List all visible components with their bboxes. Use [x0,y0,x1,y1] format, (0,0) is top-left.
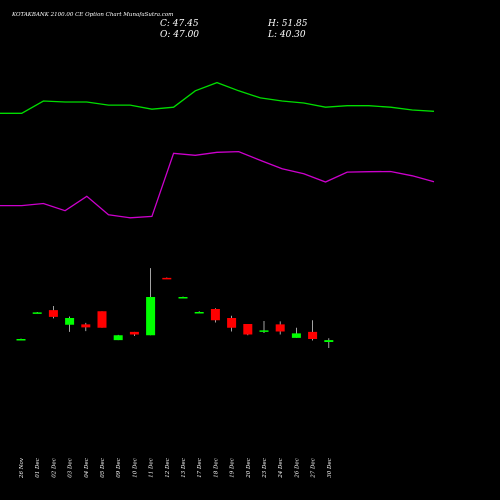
x-tick-label: 30 Dec [327,458,333,478]
candle-body [33,312,42,314]
candle-body [130,332,139,335]
candle-body [162,278,171,280]
candle-body [276,324,285,331]
x-tick-label: 20 Dec [246,458,252,479]
candle [98,311,107,328]
x-tick-label: 27 Dec [311,458,317,479]
x-tick-label: 02 Dec [51,458,57,478]
low-value: L: 40.30 [267,30,306,40]
chart-title: KOTAKBANK 2100.00 CE Option Chart Munafa… [11,12,173,18]
candle-body [260,330,269,332]
candle-body [243,324,252,335]
x-tick-label: 10 Dec [132,458,138,478]
x-tick-label: 17 Dec [197,458,203,478]
candle-body [17,339,26,341]
x-tick-label: 03 Dec [68,458,74,478]
candle [114,335,123,340]
high-value: H: 51.85 [267,19,308,29]
candle-body [98,311,107,328]
x-tick-label: 12 Dec [165,458,171,478]
candle [243,324,252,335]
candle-body [81,324,90,327]
x-tick-label: 19 Dec [230,458,236,478]
candle-body [49,310,58,317]
x-tick-label: 26 Nov [19,457,25,479]
candle-body [308,332,317,339]
x-tick-label: 24 Dec [278,458,284,479]
candle-body [195,312,204,314]
candle-body [324,340,333,342]
x-tick-label: 09 Dec [116,458,122,478]
candle-body [146,297,155,335]
x-tick-label: 11 Dec [149,458,155,478]
x-tick-label: 05 Dec [100,458,106,478]
x-tick-label: 13 Dec [181,458,187,478]
candle-body [211,309,220,320]
candle-body [65,318,74,325]
x-tick-label: 23 Dec [262,458,268,479]
candle-body [292,333,301,338]
x-tick-label: 01 Dec [35,458,41,478]
x-tick-label: 04 Dec [84,458,90,478]
x-tick-label: 18 Dec [213,458,219,478]
close-value: C: 47.45 [160,19,199,29]
open-value: O: 47.00 [160,30,199,40]
candle-body [227,318,236,328]
candle-body [179,297,188,299]
candle-body [114,335,123,340]
x-tick-label: 26 Dec [294,458,300,479]
